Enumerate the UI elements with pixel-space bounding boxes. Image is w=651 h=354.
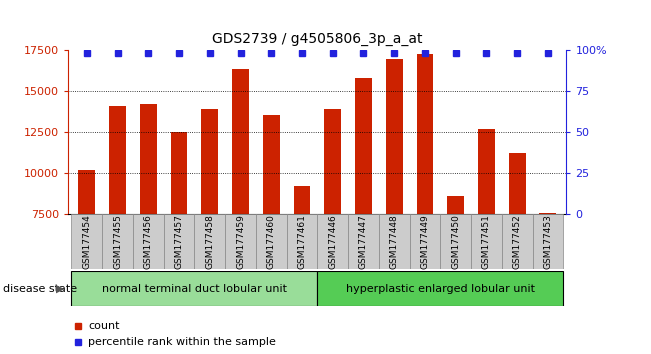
Text: ▶: ▶ bbox=[56, 284, 65, 293]
Bar bbox=[471, 214, 502, 269]
Text: GSM177452: GSM177452 bbox=[513, 214, 521, 269]
Bar bbox=[348, 214, 379, 269]
Text: GSM177449: GSM177449 bbox=[421, 214, 430, 269]
Bar bbox=[286, 214, 318, 269]
Text: GSM177450: GSM177450 bbox=[451, 214, 460, 269]
Bar bbox=[201, 109, 218, 214]
Text: GSM177458: GSM177458 bbox=[205, 214, 214, 269]
Bar bbox=[294, 186, 311, 214]
Bar bbox=[318, 271, 563, 306]
Bar bbox=[318, 214, 348, 269]
Bar bbox=[72, 271, 318, 306]
Text: GSM177461: GSM177461 bbox=[298, 214, 307, 269]
Bar bbox=[78, 170, 95, 214]
Bar bbox=[109, 105, 126, 214]
Bar bbox=[232, 69, 249, 214]
Bar bbox=[533, 214, 563, 269]
Bar bbox=[256, 214, 286, 269]
Bar bbox=[379, 214, 409, 269]
Text: GSM177457: GSM177457 bbox=[174, 214, 184, 269]
Text: percentile rank within the sample: percentile rank within the sample bbox=[89, 337, 276, 347]
Text: hyperplastic enlarged lobular unit: hyperplastic enlarged lobular unit bbox=[346, 284, 535, 293]
Bar bbox=[72, 214, 102, 269]
Text: GSM177456: GSM177456 bbox=[144, 214, 153, 269]
Bar bbox=[171, 132, 187, 214]
Text: GSM177454: GSM177454 bbox=[82, 214, 91, 269]
Bar bbox=[478, 129, 495, 214]
Bar bbox=[508, 153, 525, 214]
Text: count: count bbox=[89, 321, 120, 331]
Text: GSM177451: GSM177451 bbox=[482, 214, 491, 269]
Text: GSM177460: GSM177460 bbox=[267, 214, 276, 269]
Text: normal terminal duct lobular unit: normal terminal duct lobular unit bbox=[102, 284, 287, 293]
Text: GSM177455: GSM177455 bbox=[113, 214, 122, 269]
Bar bbox=[417, 55, 434, 214]
Text: disease state: disease state bbox=[3, 284, 77, 293]
Bar bbox=[263, 115, 280, 214]
Title: GDS2739 / g4505806_3p_a_at: GDS2739 / g4505806_3p_a_at bbox=[212, 32, 422, 46]
Bar bbox=[502, 214, 533, 269]
Bar bbox=[440, 214, 471, 269]
Bar bbox=[140, 104, 157, 214]
Bar bbox=[355, 78, 372, 214]
Bar bbox=[133, 214, 163, 269]
Text: GSM177446: GSM177446 bbox=[328, 214, 337, 269]
Bar bbox=[447, 196, 464, 214]
Bar bbox=[195, 214, 225, 269]
Bar bbox=[225, 214, 256, 269]
Bar bbox=[102, 214, 133, 269]
Bar bbox=[409, 214, 440, 269]
Text: GSM177453: GSM177453 bbox=[544, 214, 553, 269]
Text: GSM177459: GSM177459 bbox=[236, 214, 245, 269]
Text: GSM177447: GSM177447 bbox=[359, 214, 368, 269]
Bar bbox=[163, 214, 195, 269]
Bar bbox=[540, 212, 557, 214]
Bar bbox=[324, 109, 341, 214]
Text: GSM177448: GSM177448 bbox=[390, 214, 398, 269]
Bar bbox=[386, 59, 403, 214]
